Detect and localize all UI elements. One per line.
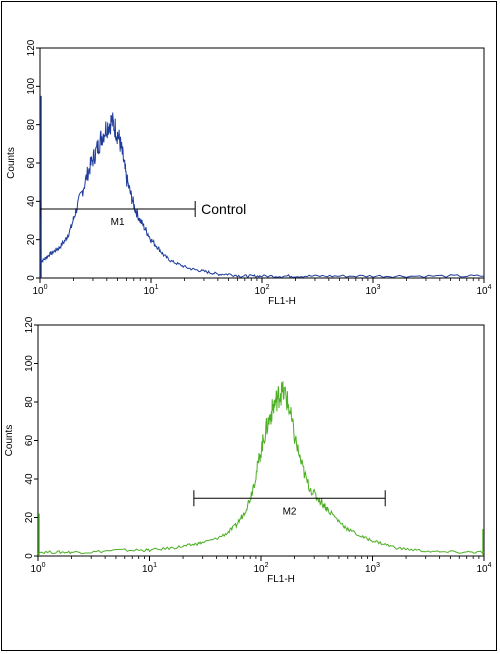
x-tick-label: 100 xyxy=(32,284,47,297)
y-axis-label: Counts xyxy=(4,425,15,457)
y-tick-label: 0 xyxy=(26,275,37,281)
control-annotation: Control xyxy=(201,201,246,217)
y-tick-label: 120 xyxy=(24,316,35,333)
y-tick-label: 120 xyxy=(26,39,37,56)
y-tick-label: 60 xyxy=(26,157,37,169)
y-tick-label: 60 xyxy=(24,435,35,447)
x-tick-label: 103 xyxy=(365,284,380,297)
x-tick-label: 104 xyxy=(476,562,491,575)
y-tick-label: 20 xyxy=(26,234,37,246)
x-tick-label: 101 xyxy=(142,562,157,575)
y-tick-label: 80 xyxy=(26,119,37,131)
x-tick-label: 103 xyxy=(365,562,380,575)
y-tick-label: 100 xyxy=(24,355,35,372)
x-axis-label: FL1-H xyxy=(267,574,295,585)
histogram-series-line xyxy=(38,381,484,553)
marker-gate-label: M2 xyxy=(283,506,297,517)
y-tick-label: 80 xyxy=(24,396,35,408)
x-tick-label: 100 xyxy=(30,562,45,575)
x-tick-label: 101 xyxy=(143,284,158,297)
y-axis-label: Counts xyxy=(6,147,17,179)
y-tick-label: 0 xyxy=(24,553,35,559)
histogram-series-line xyxy=(40,113,484,278)
plot-area-frame xyxy=(38,325,484,556)
x-tick-label: 104 xyxy=(476,284,491,297)
x-axis-label: FL1-H xyxy=(268,296,296,307)
plot-area-frame xyxy=(40,48,484,278)
y-tick-label: 100 xyxy=(26,78,37,95)
y-tick-label: 40 xyxy=(24,473,35,485)
y-tick-label: 40 xyxy=(26,195,37,207)
marker-gate-label: M1 xyxy=(111,217,125,228)
y-tick-label: 20 xyxy=(24,512,35,524)
